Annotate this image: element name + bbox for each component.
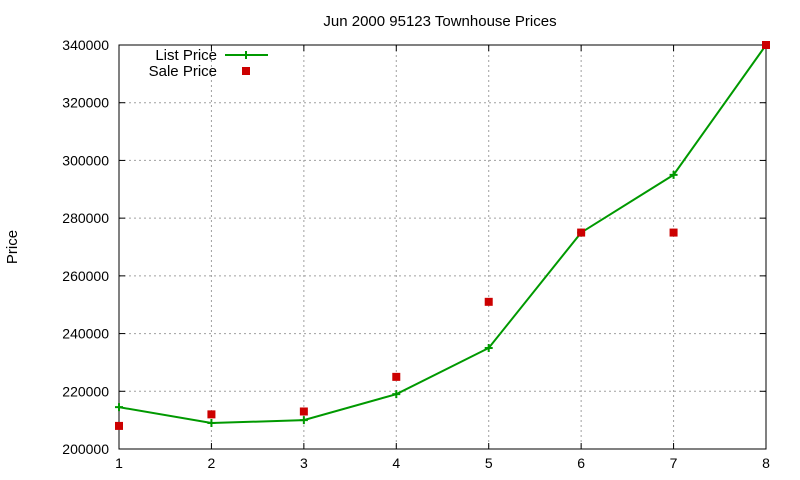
x-tick-label: 6 (577, 455, 585, 471)
x-tick-label: 5 (485, 455, 493, 471)
legend-plus-marker (242, 51, 250, 59)
series-line-list-price (118, 44, 767, 425)
sale-price-point (669, 228, 678, 237)
list-price-point (207, 419, 216, 428)
list-price-point (299, 416, 308, 425)
sale-price-point (207, 410, 216, 419)
y-tick-label: 280000 (62, 210, 109, 226)
sale-price-point (115, 421, 123, 430)
sale-price-point (484, 297, 493, 306)
series-layer (115, 41, 770, 430)
sale-price-point (577, 228, 586, 237)
chart-title: Jun 2000 95123 Townhouse Prices (323, 13, 556, 30)
list-price-point (669, 170, 678, 179)
y-tick-label: 340000 (62, 37, 109, 53)
y-tick-label: 220000 (62, 383, 109, 399)
list-price-point (484, 344, 493, 352)
grid (119, 45, 766, 449)
sale-price-point (299, 407, 308, 416)
x-tick-label: 7 (670, 455, 678, 471)
y-tick-label: 300000 (62, 152, 109, 168)
list-price-point (115, 403, 123, 412)
axis-ticks: 200000 220000 240000 260000 280000 300000 3200… (62, 37, 770, 471)
y-tick-label: 200000 (62, 441, 109, 457)
y-tick-label: 240000 (62, 326, 109, 342)
x-tick-label: 1 (115, 455, 123, 471)
sale-price-point (392, 372, 401, 381)
x-tick-label: 3 (300, 455, 308, 471)
list-price-point (392, 390, 401, 399)
plot-frame (118, 44, 767, 450)
sale-price-point (762, 41, 770, 49)
x-tick-label: 4 (392, 455, 400, 471)
legend-square-marker (242, 67, 250, 75)
x-tick-label: 2 (208, 455, 216, 471)
x-tick-label: 8 (762, 455, 770, 471)
y-axis-label: Price (4, 230, 21, 264)
legend-label: Sale Price (149, 63, 217, 80)
y-tick-label: 320000 (62, 95, 109, 111)
y-tick-label: 260000 (62, 268, 109, 284)
legend-label: List Price (155, 47, 217, 64)
